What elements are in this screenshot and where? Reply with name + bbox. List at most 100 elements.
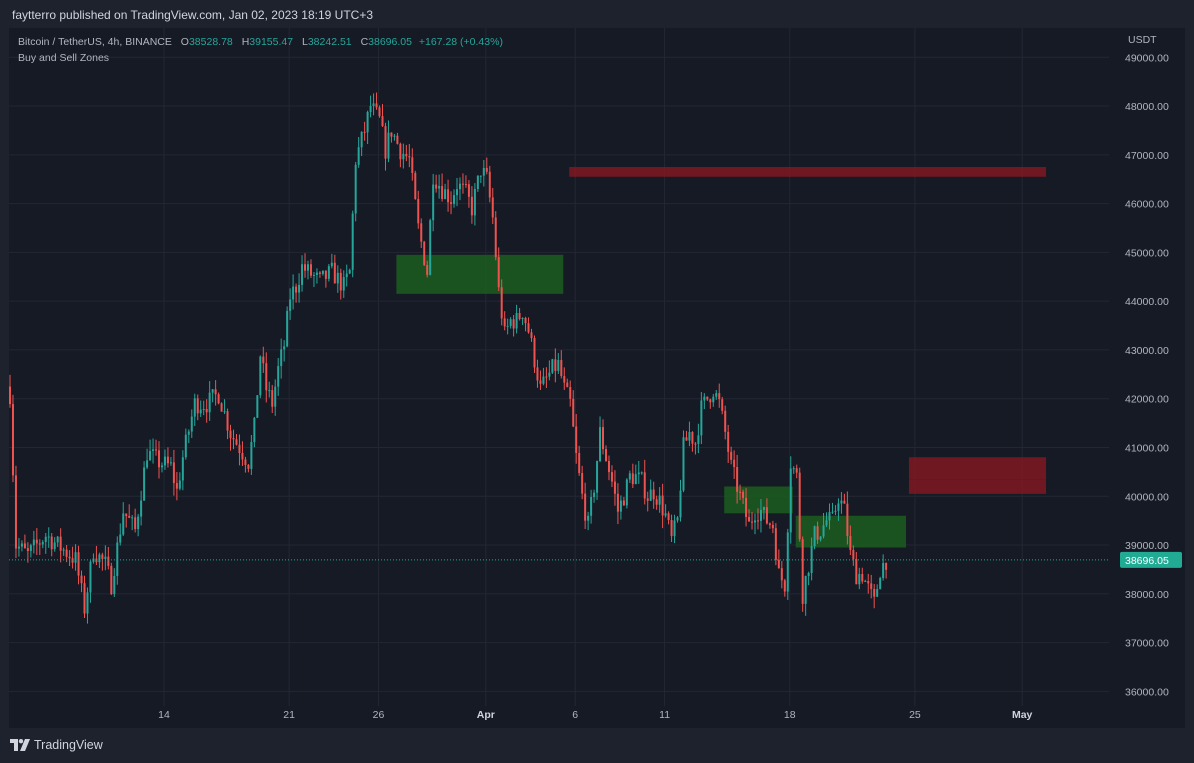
candle-up xyxy=(786,532,789,592)
candle-up xyxy=(143,467,146,501)
candle-up xyxy=(253,417,256,443)
candle-up xyxy=(372,103,375,107)
candle-down xyxy=(226,411,229,431)
candle-down xyxy=(375,103,378,108)
candle-down xyxy=(464,184,467,186)
candle-down xyxy=(873,588,876,597)
candle-down xyxy=(411,157,414,173)
open-label: O xyxy=(180,36,189,48)
candles xyxy=(9,92,888,624)
candle-up xyxy=(482,167,485,176)
candle-down xyxy=(560,359,563,377)
candle-down xyxy=(652,489,655,500)
candle-up xyxy=(187,431,190,435)
sell-zone xyxy=(908,479,1047,494)
candle-up xyxy=(834,510,837,512)
tradingview-brand[interactable]: TradingView xyxy=(10,738,103,752)
candle-up xyxy=(715,393,718,397)
indicator-name[interactable]: Buy and Sell Zones xyxy=(18,52,110,64)
candle-down xyxy=(846,503,849,537)
chart-panel[interactable]: 36000.00 37000.00 38000.00 39000.00 40000.00… xyxy=(9,28,1185,728)
buy-sell-zones xyxy=(396,167,1047,548)
candle-up xyxy=(169,462,172,464)
candle-down xyxy=(83,583,86,614)
candle-up xyxy=(444,189,447,199)
candle-down xyxy=(503,318,506,327)
candle-down xyxy=(709,399,712,403)
candle-up xyxy=(354,164,357,214)
price-tick-label: 37000.00 xyxy=(1125,638,1169,650)
candle-down xyxy=(166,456,169,464)
candle-down xyxy=(450,202,453,204)
candle-down xyxy=(420,223,423,242)
candle-up xyxy=(506,325,509,327)
candle-down xyxy=(602,427,605,450)
candle-down xyxy=(235,439,238,445)
candle-down xyxy=(11,404,14,476)
candle-up xyxy=(831,511,834,513)
price-tick-label: 40000.00 xyxy=(1125,491,1169,503)
candle-up xyxy=(44,536,47,542)
candle-down xyxy=(155,449,158,451)
candle-up xyxy=(223,411,226,413)
candle-down xyxy=(777,559,780,569)
candle-up xyxy=(86,592,89,614)
candle-up xyxy=(637,472,640,475)
candle-up xyxy=(113,575,116,595)
candle-down xyxy=(333,262,336,284)
candle-down xyxy=(545,376,548,378)
candle-down xyxy=(631,473,634,485)
candle-down xyxy=(244,459,247,465)
candle-up xyxy=(321,270,324,274)
candle-down xyxy=(605,449,607,461)
price-tick-label: 41000.00 xyxy=(1125,442,1169,454)
time-tick-label: May xyxy=(1012,709,1033,721)
candle-up xyxy=(759,509,762,521)
candle-down xyxy=(539,380,542,384)
candle-down xyxy=(852,549,855,560)
candle-up xyxy=(345,273,348,278)
candle-down xyxy=(238,444,241,454)
publish-header: faytterro published on TradingView.com, … xyxy=(0,0,1194,28)
candle-down xyxy=(765,507,768,524)
candle-down xyxy=(9,386,11,405)
price-tick-label: 48000.00 xyxy=(1125,101,1169,113)
candle-down xyxy=(554,359,557,371)
sell-zone xyxy=(569,167,1047,177)
candle-down xyxy=(748,516,751,522)
brand-name: TradingView xyxy=(34,738,103,752)
price-tick-label: 42000.00 xyxy=(1125,394,1169,406)
candle-down xyxy=(65,549,68,557)
candle-down xyxy=(271,390,274,407)
high-value: 39155.47 xyxy=(249,36,294,48)
candle-up xyxy=(330,262,333,267)
candle-down xyxy=(575,426,578,454)
candle-up xyxy=(259,356,262,396)
candle-down xyxy=(35,539,38,544)
candle-down xyxy=(461,183,464,185)
candle-down xyxy=(512,319,515,329)
candle-up xyxy=(104,556,107,559)
price-chart[interactable]: 36000.00 37000.00 38000.00 39000.00 40000.00… xyxy=(9,28,1185,728)
candle-up xyxy=(146,460,149,468)
candle-up xyxy=(327,266,330,279)
candle-down xyxy=(870,583,873,589)
low-label: L xyxy=(302,36,308,48)
candle-down xyxy=(733,459,736,468)
candle-down xyxy=(95,558,98,563)
candle-down xyxy=(241,453,244,460)
candle-down xyxy=(247,464,250,469)
sell-zone xyxy=(908,457,1047,480)
candle-down xyxy=(488,171,491,198)
candle-down xyxy=(536,367,539,381)
candle-down xyxy=(566,382,569,388)
time-tick-label: Apr xyxy=(477,709,495,721)
candle-up xyxy=(590,497,593,516)
candle-down xyxy=(485,167,488,172)
symbol-name[interactable]: Bitcoin / TetherUS, 4h, BINANCE xyxy=(18,36,172,48)
symbol-legend[interactable]: Bitcoin / TetherUS, 4h, BINANCE O38528.7… xyxy=(18,36,503,48)
candle-down xyxy=(798,472,801,540)
candle-up xyxy=(256,395,259,418)
candle-up xyxy=(369,106,372,112)
candle-up xyxy=(879,577,882,590)
